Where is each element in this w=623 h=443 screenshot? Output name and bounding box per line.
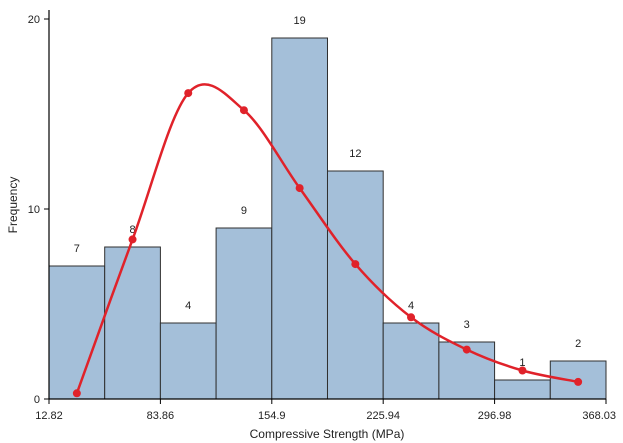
- bar-value-label-9: 1: [519, 357, 525, 369]
- bar-value-label-8: 3: [464, 319, 470, 331]
- histogram-bar-3: [159, 322, 217, 400]
- y-tick-label-1: 0: [34, 394, 40, 406]
- curve-point-9: [518, 366, 527, 375]
- bar-value-label-3: 4: [185, 300, 191, 312]
- curve-point-7: [407, 313, 416, 322]
- x-tick-label-3: 154.9: [258, 410, 286, 422]
- bar-value-label-10: 2: [575, 338, 581, 350]
- curve-point-10: [574, 377, 583, 386]
- x-axis-title: Compressive Strength (MPa): [250, 427, 405, 441]
- histogram-bar-1: [48, 265, 106, 400]
- y-tick-label-2: 10: [28, 204, 40, 216]
- bars: [48, 37, 607, 400]
- bar-value-label-7: 4: [408, 300, 414, 312]
- y-ticks: 0 10 20: [28, 14, 49, 406]
- axes: [48, 10, 606, 400]
- curve-point-4: [239, 106, 248, 115]
- y-axis-title: Frequency: [6, 177, 20, 234]
- bar-value-label-1: 7: [74, 243, 80, 255]
- curve-point-2: [128, 235, 137, 244]
- distribution-curve: [72, 83, 583, 398]
- curve-point-6: [351, 260, 360, 269]
- curve-point-8: [462, 345, 471, 354]
- x-ticks: 12.82 83.86 154.9 225.94 296.98 368.03: [35, 399, 616, 422]
- bar-value-label-5: 19: [294, 15, 306, 27]
- curve-point-1: [72, 389, 81, 398]
- x-tick-label-6: 368.03: [582, 410, 616, 422]
- histogram-bar-9: [494, 379, 551, 400]
- bar-value-label-6: 12: [349, 148, 361, 160]
- bar-value-label-2: 8: [129, 224, 135, 236]
- bar-value-label-4: 9: [241, 205, 247, 217]
- histogram-bar-4: [215, 227, 273, 400]
- y-tick-label-3: 20: [28, 14, 40, 26]
- histogram-bar-2: [104, 246, 161, 400]
- x-tick-label-2: 83.86: [147, 410, 175, 422]
- curve-point-3: [184, 89, 193, 98]
- x-tick-label-1: 12.82: [35, 410, 63, 422]
- x-tick-label-4: 225.94: [366, 410, 400, 422]
- x-tick-label-5: 296.98: [478, 410, 512, 422]
- curve-point-5: [295, 184, 304, 193]
- histogram-bar-7: [382, 322, 440, 400]
- histogram-bar-5: [271, 37, 328, 400]
